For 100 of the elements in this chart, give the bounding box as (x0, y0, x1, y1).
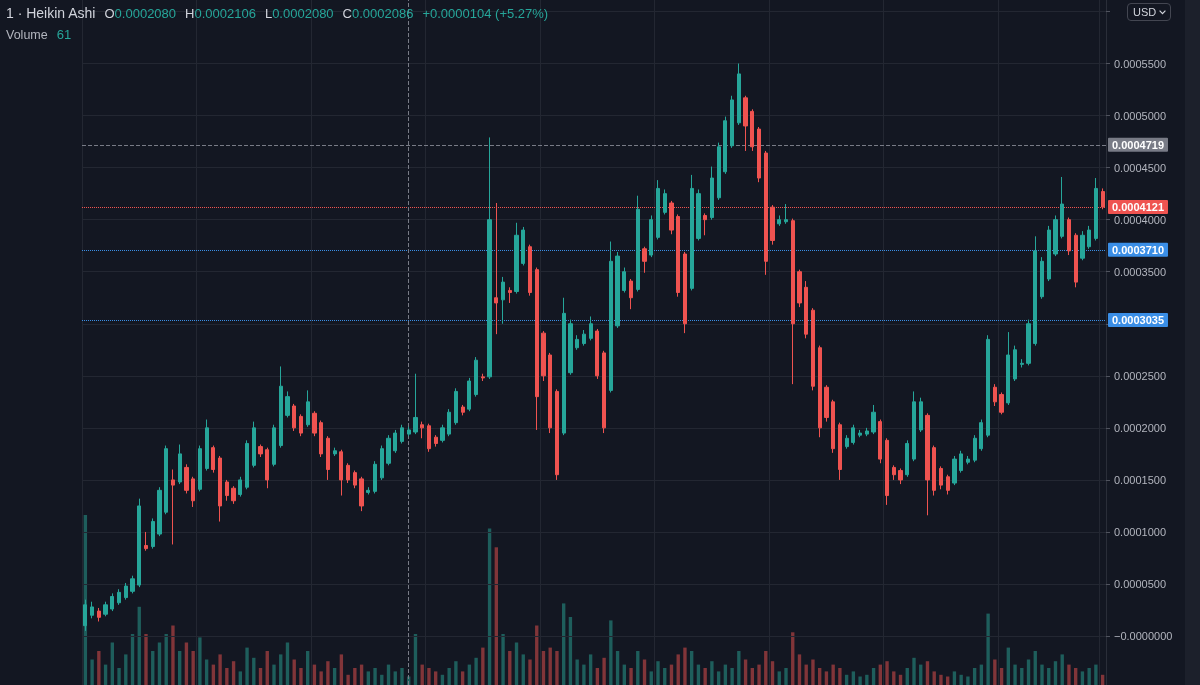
candlestick (1080, 230, 1085, 261)
candlestick (231, 485, 236, 505)
candlestick (151, 517, 155, 550)
candlestick (184, 463, 189, 494)
bar (521, 654, 525, 685)
candlestick (730, 95, 734, 149)
bar (1013, 664, 1017, 685)
candlestick (710, 166, 714, 221)
candlestick (609, 241, 613, 393)
candlestick (973, 434, 977, 463)
bar (824, 671, 829, 685)
bar (959, 674, 963, 685)
candlestick (1074, 232, 1078, 288)
bar (892, 671, 896, 685)
candlestick (346, 462, 350, 484)
annotation: H0.0002106 (185, 6, 256, 21)
candlestick (110, 592, 114, 612)
candlestick (474, 356, 478, 398)
y-tick-label: 0.0002500 (1114, 369, 1166, 382)
candlestick (797, 269, 802, 308)
bar (272, 664, 276, 685)
candlestick (838, 422, 842, 481)
bar (218, 654, 222, 685)
y-tick-label: 0.0002000 (1114, 421, 1166, 434)
bar (393, 671, 397, 685)
candlestick (898, 467, 903, 485)
candlestick (966, 455, 970, 465)
candlestick (487, 136, 492, 380)
candlestick (265, 447, 269, 489)
candlestick (723, 116, 727, 175)
candlestick (1067, 217, 1071, 256)
bar (609, 620, 613, 685)
candlestick (528, 244, 532, 297)
candlestick (676, 213, 680, 298)
y-tick-label: −0.0000000 (1114, 630, 1173, 643)
candlestick (777, 214, 781, 227)
candlestick (602, 350, 606, 434)
candlestick (562, 297, 566, 436)
bar (225, 668, 229, 685)
bar (191, 651, 195, 685)
currency-dropdown[interactable]: USD (1127, 3, 1172, 21)
annotation: +0.0000104 (+5.27%) (422, 6, 549, 21)
candlestick (851, 424, 855, 446)
candlestick (1094, 177, 1098, 241)
bar (346, 674, 350, 685)
bar (811, 659, 815, 685)
candlestick (999, 391, 1004, 415)
bar (555, 651, 559, 685)
candlestick (285, 390, 290, 418)
candlestick (582, 329, 586, 347)
candlestick (743, 95, 748, 152)
candlestick (818, 345, 822, 438)
y-tick-label: 0.0003500 (1114, 265, 1166, 278)
candlestick (117, 588, 121, 606)
candlestick (865, 427, 869, 437)
candlestick (663, 188, 667, 215)
y-tick-label: 0.0001500 (1114, 473, 1166, 486)
candlestick (306, 389, 310, 428)
candlestick (885, 437, 889, 506)
bar (858, 676, 862, 685)
candlestick (636, 195, 640, 292)
candlestick (393, 429, 397, 454)
candlestick (791, 218, 795, 385)
y-tick-label: 0.0001000 (1114, 525, 1166, 538)
candlestick (541, 330, 546, 382)
candlestick (292, 403, 296, 432)
candlestick (198, 445, 202, 492)
candlestick (454, 387, 458, 426)
candlestick (804, 280, 808, 339)
chart-title: Volume (6, 28, 48, 42)
candlestick (905, 439, 909, 478)
candlestick (514, 222, 519, 295)
bar (481, 647, 485, 685)
candlestick (461, 404, 465, 416)
y-axis-title: USD (1133, 6, 1157, 18)
candlestick (1047, 225, 1051, 282)
bar (231, 661, 236, 685)
bar (831, 664, 835, 685)
candlestick (1040, 256, 1044, 300)
candlestick (420, 421, 424, 439)
bar (238, 671, 242, 685)
candlestick (986, 334, 990, 438)
candlestick (427, 423, 431, 453)
bar (353, 668, 357, 685)
bar (366, 671, 370, 685)
bar (703, 668, 707, 685)
candlestick (615, 251, 620, 329)
bar (737, 651, 741, 685)
bar (454, 661, 458, 685)
bar (683, 647, 687, 685)
candlestick (137, 498, 141, 588)
annotation: L0.0002080 (264, 6, 334, 21)
candlestick (993, 383, 997, 407)
candlestick (90, 601, 94, 619)
candlestick (339, 449, 343, 497)
bar (784, 668, 788, 685)
bar (117, 668, 121, 685)
bar (144, 634, 148, 685)
y-tick-label: 0.0005000 (1114, 109, 1166, 122)
candlestick (238, 476, 242, 498)
